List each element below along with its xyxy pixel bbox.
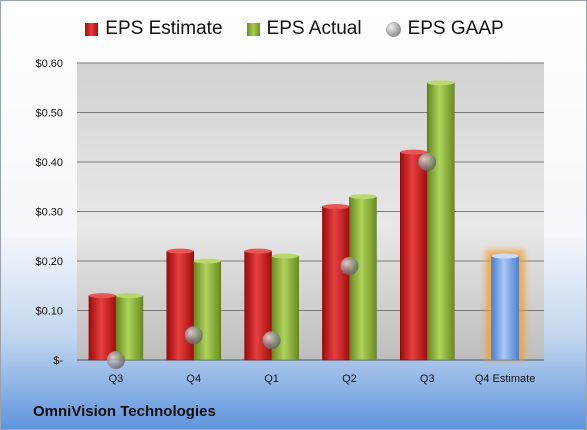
point-eps-gaap [262,331,281,350]
y-tick-label: $- [53,355,63,367]
legend: EPS Estimate EPS Actual EPS GAAP [1,15,586,43]
x-tick-label: Q4 [186,373,201,385]
point-eps-gaap [106,351,125,369]
bar-cap-eps-actual [271,253,299,259]
point-eps-gaap [340,256,359,275]
bar-cap-eps-estimate [166,248,194,254]
legend-label-eps-gaap: EPS GAAP [407,18,504,39]
bar-cap-eps-actual [115,293,143,299]
bar-cap-eps-actual [349,194,377,200]
legend-swatch-eps-estimate [85,22,99,36]
legend-label-eps-actual: EPS Actual [266,18,362,39]
x-tick-label: Q4 Estimate [475,373,536,385]
x-tick-label: Q3 [420,373,435,385]
legend-item-eps-estimate: EPS Estimate [85,18,223,40]
bar-eps-actual [115,295,144,361]
legend-label-eps-estimate: EPS Estimate [105,18,223,39]
x-tick-label: Q1 [264,373,279,385]
bar-q4-estimate [491,255,519,361]
y-tick-label: $0.20 [35,256,63,268]
bar-cap-eps-estimate [322,204,350,210]
bar-cap-eps-estimate [400,149,428,155]
bar-eps-actual [427,82,455,361]
bar-cap-eps-actual [193,258,221,264]
point-eps-gaap [184,326,203,345]
y-tick-label: $0.60 [35,58,63,70]
bar-cap-eps-actual [427,80,455,86]
y-tick-label: $0.10 [35,306,63,318]
bar-cap-eps-estimate [244,248,272,254]
x-tick-label: Q3 [109,373,124,385]
y-tick-label: $0.30 [35,207,63,219]
bar-cap-eps-estimate [88,293,116,299]
bar-eps-estimate [166,250,194,361]
y-tick-label: $0.40 [35,157,63,169]
legend-swatch-eps-gaap [385,21,401,37]
legend-item-eps-gaap: EPS GAAP [385,18,504,40]
x-tick-label: Q2 [342,373,357,385]
legend-item-eps-actual: EPS Actual [246,18,362,40]
bar-eps-actual [349,196,377,361]
bar-eps-estimate [400,151,428,361]
y-tick-label: $0.50 [35,108,63,120]
point-eps-gaap [418,153,437,171]
legend-swatch-eps-actual [246,22,260,36]
bar-cap-q4-estimate [491,253,519,259]
bar-eps-estimate [322,206,350,361]
bar-eps-estimate [88,295,117,361]
company-name: OmniVision Technologies [33,403,216,420]
bar-eps-actual [193,260,221,361]
